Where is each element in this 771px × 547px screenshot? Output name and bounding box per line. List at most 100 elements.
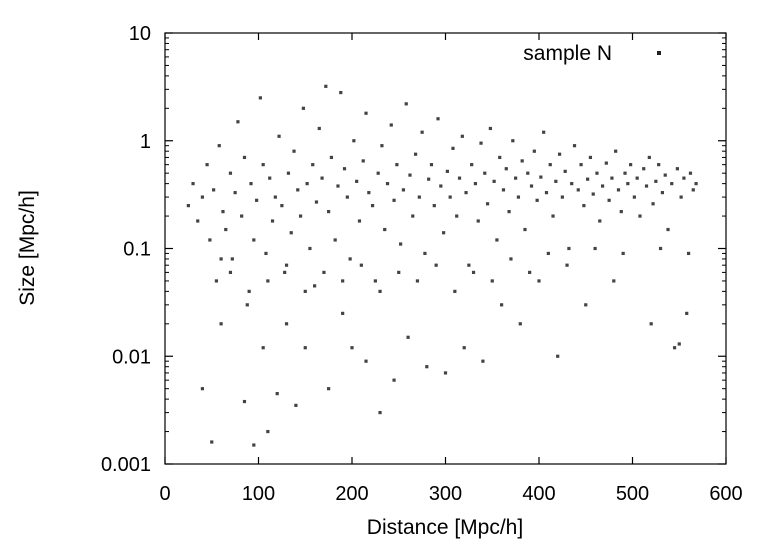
data-point: [535, 198, 539, 202]
x-tick-label: 600: [709, 483, 742, 505]
data-point: [539, 175, 543, 179]
data-point: [670, 182, 674, 186]
data-point: [523, 227, 527, 232]
data-point: [657, 163, 661, 167]
data-point: [370, 204, 375, 208]
data-point: [389, 123, 393, 127]
data-point: [284, 263, 289, 267]
data-point: [436, 117, 440, 121]
data-point: [273, 195, 277, 199]
data-point: [682, 176, 686, 180]
data-point: [320, 176, 324, 180]
data-point: [242, 155, 247, 160]
data-point: [663, 173, 667, 177]
data-point: [511, 139, 515, 143]
data-point: [542, 130, 546, 134]
data-point: [588, 155, 593, 160]
data-point: [442, 231, 446, 235]
data-point: [593, 246, 597, 251]
data-point: [623, 171, 627, 175]
data-point: [252, 443, 256, 447]
data-point: [483, 171, 487, 175]
x-tick-label: 400: [522, 483, 555, 505]
data-point: [598, 219, 602, 223]
data-point: [200, 195, 204, 199]
data-point: [632, 195, 636, 199]
data-point: [572, 144, 577, 148]
data-point: [408, 173, 412, 177]
data-point: [219, 257, 223, 261]
data-point: [284, 322, 289, 326]
data-point: [245, 303, 249, 307]
data-point: [567, 246, 571, 251]
data-point: [495, 238, 499, 242]
data-point: [576, 188, 580, 192]
data-point: [464, 191, 468, 195]
data-point: [607, 198, 611, 202]
data-point: [247, 289, 251, 293]
data-point: [294, 403, 298, 407]
data-point: [619, 210, 623, 214]
data-point: [582, 204, 586, 208]
data-point: [434, 263, 438, 267]
data-point: [296, 188, 300, 192]
y-tick-label: 10: [129, 23, 151, 45]
data-point: [339, 90, 343, 95]
data-point: [242, 399, 247, 404]
data-point: [537, 279, 541, 283]
data-point: [453, 289, 457, 293]
data-point: [341, 311, 345, 315]
data-point: [425, 365, 429, 369]
data-point: [417, 195, 421, 199]
data-point: [305, 182, 309, 186]
data-point: [266, 429, 270, 434]
data-point: [672, 346, 677, 350]
y-axis-ticks: 0.001 0.01 0.1 1 10: [101, 23, 726, 476]
data-point: [392, 198, 396, 202]
data-point: [208, 238, 212, 242]
data-point: [283, 270, 287, 274]
data-point: [230, 257, 234, 261]
data-point: [264, 251, 268, 256]
data-point: [560, 195, 564, 199]
data-point: [376, 171, 380, 175]
data-point: [217, 144, 221, 148]
data-point: [228, 171, 233, 175]
data-point: [345, 195, 349, 199]
data-point: [544, 191, 549, 195]
data-point: [255, 198, 259, 202]
data-point: [286, 171, 291, 175]
data-point: [186, 204, 190, 208]
data-point: [380, 144, 384, 148]
data-point: [660, 191, 665, 195]
data-point: [364, 359, 368, 363]
data-point: [359, 263, 363, 267]
data-point: [520, 159, 524, 163]
data-point: [551, 214, 555, 218]
data-point: [352, 139, 356, 143]
data-point: [654, 179, 658, 183]
data-point: [635, 176, 639, 180]
data-point: [210, 440, 214, 444]
data-point: [258, 96, 262, 100]
data-point: [694, 182, 698, 186]
data-point: [314, 200, 319, 204]
data-point: [298, 214, 303, 218]
data-point: [492, 179, 496, 183]
data-point: [570, 182, 574, 186]
x-tick-label: 300: [429, 483, 462, 505]
data-point: [373, 279, 377, 283]
data-point: [214, 279, 219, 283]
data-point: [529, 184, 534, 188]
y-tick-label: 1: [140, 131, 151, 153]
data-point: [526, 171, 530, 175]
data-point: [228, 270, 233, 274]
data-point: [504, 167, 508, 171]
data-point: [584, 303, 588, 307]
data-point: [600, 184, 605, 188]
x-tick-label: 100: [242, 483, 275, 505]
data-point: [327, 387, 331, 391]
data-point: [439, 184, 443, 188]
data-point: [532, 149, 536, 153]
data-point: [327, 210, 331, 214]
